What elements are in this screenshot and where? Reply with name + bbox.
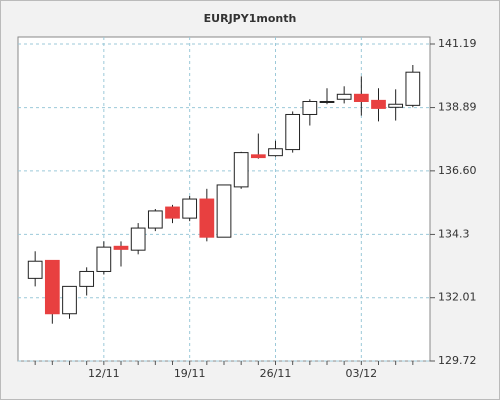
candle-body: [96, 246, 112, 272]
y-tick-label: 129.72: [438, 354, 477, 367]
candle-body: [62, 285, 77, 315]
chart-title: EURJPY1month: [204, 12, 297, 25]
candle-body: [388, 103, 404, 108]
x-tick-label: 12/11: [88, 367, 120, 380]
candle-body: [27, 260, 43, 279]
y-tick-label: 134.3: [438, 227, 470, 240]
candle-body: [44, 259, 60, 315]
candle-body: [233, 152, 249, 188]
candle-body: [319, 100, 335, 103]
candle-body: [79, 270, 95, 287]
candle-body: [216, 184, 232, 238]
x-tick-label: 26/11: [260, 367, 292, 380]
candle-body: [353, 93, 369, 102]
y-tick-label: 136.60: [438, 164, 477, 177]
y-tick-label: 138.89: [438, 101, 477, 114]
candle-body: [336, 93, 352, 100]
x-tick-label: 19/11: [174, 367, 206, 380]
y-tick-label: 141.19: [438, 37, 477, 50]
candle-body: [130, 227, 146, 251]
candle-body: [165, 206, 180, 219]
y-tick-label: 132.01: [438, 291, 477, 304]
candle-body: [199, 198, 215, 238]
candle-body: [285, 113, 301, 151]
candle-body: [250, 154, 266, 159]
x-tick-label: 03/12: [345, 367, 377, 380]
candle-body: [147, 210, 163, 229]
candle-body: [371, 99, 386, 109]
candle-body: [113, 245, 129, 250]
candle-body: [302, 100, 318, 115]
candle-body: [268, 148, 283, 157]
candle-body: [405, 71, 421, 106]
candle-body: [182, 198, 198, 219]
